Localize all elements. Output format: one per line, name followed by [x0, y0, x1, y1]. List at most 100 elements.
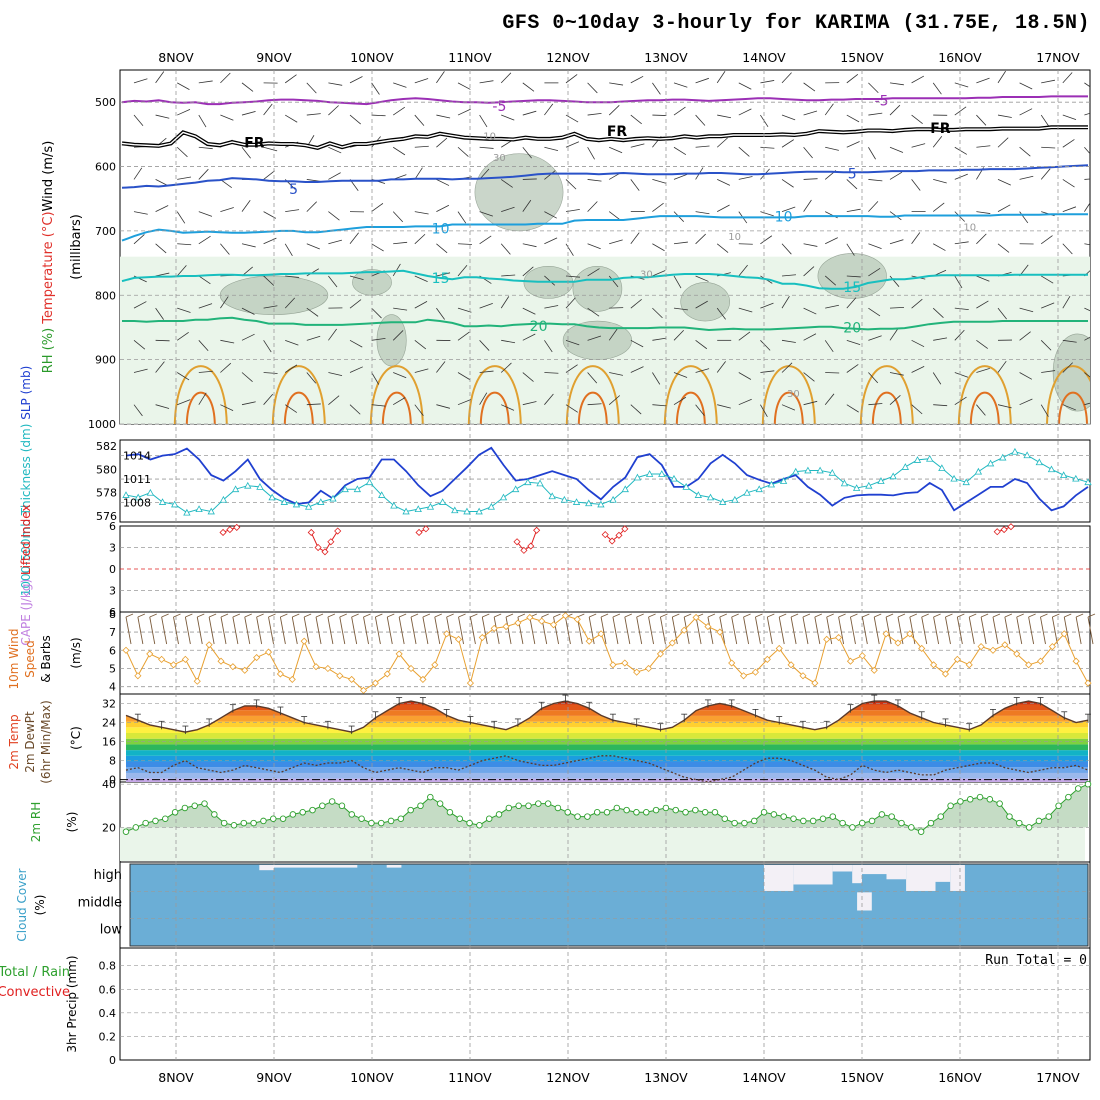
wind-barb [306, 403, 321, 406]
rh-point [721, 815, 729, 823]
isotherm-label: 20 [843, 320, 861, 336]
wind-barb [803, 400, 818, 406]
wind-barb [738, 108, 752, 116]
thickness-point [1047, 465, 1056, 473]
wind-barb-10m [921, 616, 928, 645]
wind-barb-tick [577, 613, 585, 618]
wind-barb-10m [992, 616, 999, 645]
wind-barb [328, 372, 343, 377]
wind-speed-point [359, 686, 368, 694]
wind-barb [652, 270, 666, 277]
isotherm-label: 10 [775, 210, 793, 226]
wind-barb-tick [850, 613, 858, 618]
wind-barb [889, 395, 901, 405]
upper-air-ylabel: RH (%) Temperature (°C)Wind (m/s) [41, 141, 56, 374]
wind-barb-tick [1004, 613, 1013, 618]
thickness-point [840, 479, 849, 487]
thickness-point [585, 499, 593, 507]
wind-barb [544, 275, 556, 286]
wind-barb [479, 114, 488, 128]
wind-barb [414, 78, 429, 84]
rh-point [643, 809, 650, 816]
wind-barb [868, 112, 883, 116]
wind-barb [436, 361, 446, 373]
wind-barb [868, 403, 883, 406]
thickness-point [999, 453, 1007, 461]
wind-barb [457, 264, 468, 277]
wind-barb [241, 243, 256, 248]
wind-barb [1019, 372, 1033, 380]
rh-point [966, 796, 974, 803]
wind-barb [393, 82, 407, 88]
wind-barb [889, 275, 900, 287]
wind-barb-tick [292, 613, 300, 618]
wind-barb [414, 275, 428, 283]
wind-ylabel-line3: & Barbs [39, 635, 53, 683]
wind-barb-10m [1063, 616, 1070, 645]
wind-speed-point [621, 659, 629, 667]
wind-barb [392, 263, 401, 277]
wind-barb [544, 340, 553, 353]
wind-barb [133, 167, 143, 180]
panel-frame-precip [119, 947, 1091, 1061]
wind-barb [803, 243, 818, 247]
wind-barb-tick [624, 613, 632, 618]
lifted-index-point [327, 538, 335, 546]
wind-barb [155, 404, 170, 409]
rh-point [731, 819, 738, 827]
wind-barb [328, 395, 340, 405]
pressure-tick-label: 900 [95, 354, 116, 367]
wind-barb-tick [636, 613, 644, 618]
wind-barb [868, 372, 879, 384]
thickness-point [609, 495, 617, 503]
rh-point [122, 828, 130, 835]
wind-barb [803, 333, 817, 341]
rh-point [986, 796, 994, 803]
wind-barb [954, 211, 965, 222]
cloud-clear-high [862, 865, 887, 875]
rh-point [947, 802, 954, 810]
li-tick-label: 3 [109, 542, 116, 555]
wind-barb [436, 272, 451, 277]
wind-barb [198, 392, 207, 405]
wind-barb [436, 71, 445, 84]
thickness-point [134, 493, 142, 501]
wind-speed-point [858, 652, 866, 660]
wind-barb [889, 146, 904, 153]
wind-barb [738, 307, 753, 313]
wind-barb [587, 147, 595, 160]
wind-barb [544, 237, 558, 245]
date-label-bottom: 9NOV [256, 1070, 292, 1085]
rh-point [211, 811, 218, 818]
thickness-tick-label: 576 [96, 510, 117, 523]
wind-barb [220, 243, 230, 255]
isotherm-25 [663, 365, 718, 424]
thickness-point [950, 474, 958, 482]
isotherm-10 [121, 213, 1088, 242]
wind-barb-10m [208, 616, 215, 645]
wind-speed-point [811, 679, 819, 687]
thickness-point [195, 505, 203, 513]
rh-point [279, 815, 287, 823]
wind-barb-10m [838, 616, 845, 645]
wind-barb [1019, 82, 1033, 90]
wind-barb-10m [1040, 616, 1046, 645]
wind-speed-point [728, 659, 736, 667]
wind-barb [652, 202, 664, 212]
isotherm-25 [369, 365, 424, 424]
wind-barb-10m [968, 616, 975, 645]
wind-barb-tick [1040, 613, 1048, 618]
wind-barb [695, 145, 710, 148]
wind-barb-tick [517, 613, 526, 618]
wind-barb-tick [600, 613, 609, 618]
wind-barb [673, 174, 688, 180]
wind-barb [1084, 146, 1090, 155]
wind-barb [997, 360, 1007, 373]
thickness-point [1059, 471, 1068, 479]
thickness-point [658, 470, 666, 477]
rh-point [927, 819, 935, 827]
isotherm-5 [121, 164, 1089, 189]
wind-barb [393, 372, 407, 379]
wind-speed-point [454, 635, 463, 643]
wind-speed-point [336, 672, 344, 680]
